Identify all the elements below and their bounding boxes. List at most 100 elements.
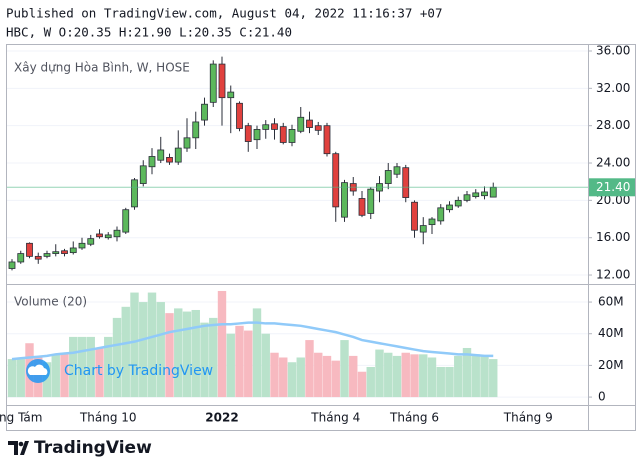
volume-bar — [200, 322, 209, 398]
x-tick-label: Tháng 4 — [310, 411, 360, 425]
volume-bar — [16, 359, 25, 398]
symbol-legend: Xây dựng Hòa Bình, W, HOSE — [14, 61, 190, 75]
y-tick-label: 16.00 — [596, 230, 630, 244]
logo-dot — [18, 441, 24, 447]
candle-body — [148, 156, 156, 168]
candle-body — [131, 179, 138, 208]
volume-bar — [244, 330, 253, 398]
volume-bar — [112, 317, 122, 398]
y-tick-label: 40M — [598, 326, 624, 340]
candle-body — [402, 167, 410, 198]
candle-body — [454, 199, 462, 207]
volume-bar — [104, 336, 113, 398]
volume-bar — [121, 306, 130, 398]
candle-body — [87, 238, 95, 245]
price-pane — [6, 56, 588, 271]
volume-bar — [252, 308, 262, 398]
candle-body — [113, 229, 121, 238]
y-tick-label: 12.00 — [596, 268, 630, 282]
candle-body — [166, 157, 173, 163]
logo-mark — [8, 441, 29, 455]
volume-bar — [322, 355, 332, 398]
watermark-text: Chart by TradingView — [64, 363, 213, 379]
y-tick-label: 20.00 — [596, 193, 630, 207]
volume-bar — [42, 362, 52, 398]
y-tick-label: 36.00 — [596, 44, 630, 58]
y-tick-label: 28.00 — [596, 118, 630, 132]
last-price-label: 21.40 — [596, 180, 630, 194]
last-price-box — [589, 178, 635, 197]
candle-body — [52, 251, 60, 254]
volume-bar — [454, 355, 463, 398]
ohlc-line: HBC, W O:20.35 H:21.90 L:20.35 C:21.40 — [6, 25, 292, 40]
candle-body — [201, 103, 208, 121]
candle-body — [104, 234, 112, 239]
candle-body — [183, 137, 191, 149]
candle-body — [209, 63, 217, 103]
volume-bar — [7, 359, 17, 398]
volume-bar — [401, 352, 410, 398]
candle-body — [419, 225, 427, 233]
volume-bar — [182, 311, 192, 398]
volume-bar — [314, 352, 323, 398]
candle-body — [26, 242, 33, 257]
candle-body — [96, 233, 103, 238]
volume-bar — [419, 354, 428, 398]
candle-body — [306, 119, 313, 128]
footer-logo: TradingView — [8, 438, 152, 458]
candle-body — [192, 121, 200, 139]
candle-body — [463, 194, 471, 201]
candle-body — [69, 247, 77, 254]
volume-bar — [279, 357, 288, 398]
candle-body — [341, 182, 348, 218]
candle-body — [253, 129, 261, 141]
x-tick-label: 2022 — [205, 411, 238, 425]
candle-body — [244, 125, 252, 142]
volume-bar — [69, 336, 78, 398]
volume-bar — [209, 317, 218, 398]
candle-body — [411, 201, 418, 231]
candle-body — [472, 192, 480, 198]
volume-bar — [261, 333, 270, 398]
candle-body — [271, 123, 278, 130]
volume-bar — [305, 340, 314, 398]
volume-ma-line — [11, 321, 494, 361]
candle-body — [428, 218, 436, 226]
y-tick-label: 24.00 — [596, 156, 630, 170]
candle-body — [236, 102, 243, 129]
volume-bar — [445, 366, 454, 398]
footer-brand: TradingView — [34, 438, 152, 458]
candle-body — [262, 124, 270, 130]
volume-bar — [95, 347, 104, 398]
frame — [6, 44, 636, 431]
x-tick-label: Tháng 10 — [79, 411, 137, 425]
candle-body — [288, 129, 296, 143]
volume-bar — [471, 354, 480, 398]
volume-bar — [270, 352, 279, 398]
candle-body — [157, 149, 165, 161]
candle-body — [174, 147, 182, 163]
volume-bar — [60, 352, 69, 398]
candle-body — [218, 63, 226, 99]
volume-bar — [427, 357, 437, 398]
volume-bar — [357, 371, 367, 398]
watermark: Chart by TradingView — [26, 359, 213, 383]
volume-bar — [191, 309, 200, 398]
candle-body — [297, 116, 305, 132]
candle-body — [139, 165, 147, 184]
volume-bar — [384, 352, 393, 398]
x-tick-label: Tháng 9 — [503, 411, 553, 425]
volume-bar — [147, 292, 157, 398]
candle-body — [43, 253, 51, 257]
volume-bar — [349, 355, 358, 398]
volume-bar — [296, 357, 305, 398]
volume-bar — [375, 349, 384, 398]
candle-body — [446, 204, 453, 211]
volume-bar — [436, 366, 445, 398]
volume-bar — [130, 292, 139, 398]
candle-body — [367, 188, 375, 214]
candle-body — [34, 255, 42, 260]
volume-pane — [7, 290, 498, 398]
candle-body — [393, 166, 401, 175]
volume-bar — [226, 333, 235, 398]
